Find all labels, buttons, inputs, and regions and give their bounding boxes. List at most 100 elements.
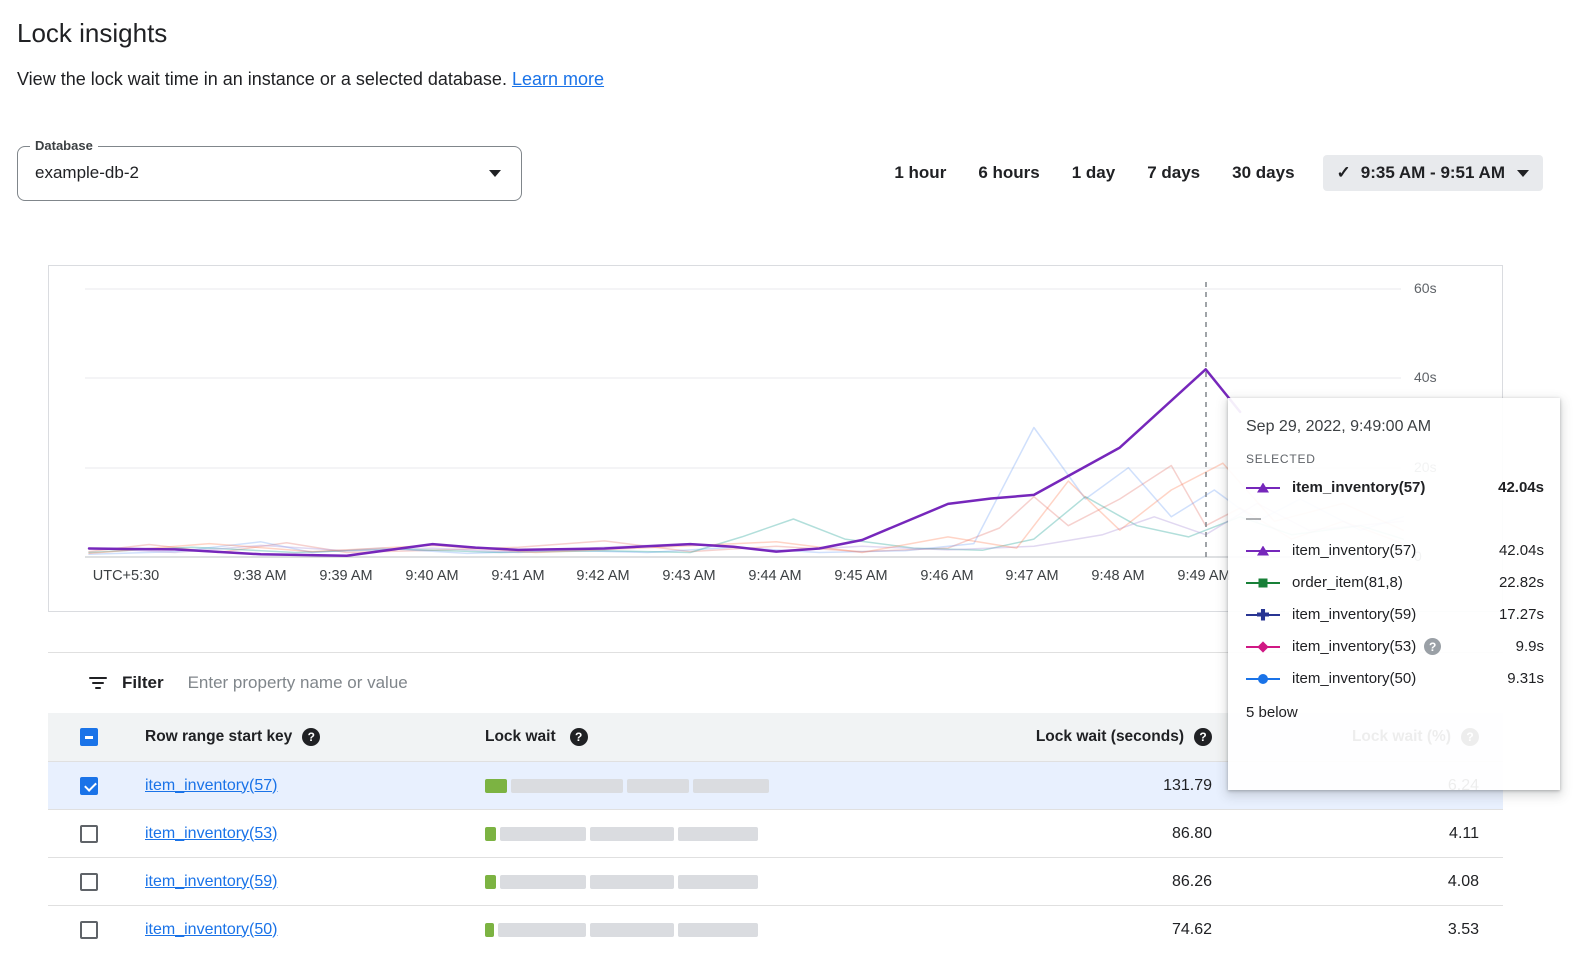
row-checkbox[interactable] — [80, 872, 98, 891]
bar-segment — [498, 922, 586, 937]
lock-wait-seconds-value: 131.79 — [1163, 776, 1212, 794]
time-option-7-days[interactable]: 7 days — [1147, 163, 1201, 182]
row-key-link[interactable]: item_inventory(57) — [145, 776, 278, 794]
page-title: Lock insights — [17, 18, 168, 48]
table-row: item_inventory(53) 86.80 4.11 — [48, 809, 1503, 857]
chart-tooltip: Sep 29, 2022, 9:49:00 AM SELECTED item_i… — [1228, 398, 1560, 790]
lock-wait-percent-value: 3.53 — [1447, 920, 1479, 938]
bar-segment — [627, 778, 689, 793]
help-icon[interactable] — [302, 728, 321, 746]
help-icon[interactable] — [569, 728, 588, 746]
time-option-30-days[interactable]: 30 days — [1232, 163, 1295, 182]
lock-wait-seconds-value: 86.26 — [1171, 872, 1212, 890]
lock-wait-percent-value: 4.11 — [1449, 824, 1479, 842]
x-axis-tick: 9:39 AM — [319, 568, 373, 584]
lock-wait-percent-value: 4.08 — [1447, 872, 1479, 890]
bar-segment — [511, 778, 623, 793]
x-axis-tick: 9:48 AM — [1091, 568, 1145, 584]
x-axis-tick: 9:40 AM — [405, 568, 459, 584]
filter-bar: Filter — [48, 653, 1503, 713]
tooltip-timestamp: Sep 29, 2022, 9:49:00 AM — [1246, 418, 1432, 435]
x-axis-tick: 9:49 AM — [1177, 568, 1231, 584]
x-axis-tick: 9:47 AM — [1005, 568, 1059, 584]
filter-input[interactable] — [187, 673, 1503, 693]
y-axis-tick: 40s — [1414, 369, 1437, 385]
tooltip-series-row: order_item(81,8) 22.82s — [1246, 574, 1544, 591]
row-key-link[interactable]: item_inventory(50) — [145, 920, 278, 938]
time-option-1-day[interactable]: 1 day — [1071, 163, 1116, 182]
time-option-6-hours[interactable]: 6 hours — [978, 163, 1040, 182]
bar-segment — [590, 826, 674, 841]
custom-time-range-chip[interactable]: 9:35 AM - 9:51 AM — [1322, 155, 1543, 191]
database-select[interactable]: Database example-db-2 — [17, 137, 522, 201]
lock-wait-bar — [460, 922, 890, 937]
bar-segment — [485, 826, 496, 841]
chevron-down-icon — [1517, 169, 1529, 177]
controls-row: Database example-db-2 1 hour 6 hours 1 d… — [17, 137, 1543, 206]
tooltip-series-row: item_inventory(50) 9.31s — [1246, 670, 1544, 687]
bar-segment — [590, 922, 674, 937]
bar-segment — [485, 922, 494, 937]
time-range-chip-label: 9:35 AM - 9:51 AM — [1360, 163, 1505, 182]
tooltip-divider-dash: — — [1246, 510, 1261, 527]
time-range-options: 1 hour 6 hours 1 day 7 days 30 days 9:35… — [894, 155, 1543, 191]
x-axis-tick: UTC+5:30 — [92, 568, 160, 584]
row-checkbox[interactable] — [80, 824, 98, 843]
selected-series-line — [87, 368, 1242, 557]
x-axis-tick: 9:46 AM — [920, 568, 974, 584]
check-icon — [1337, 163, 1351, 183]
x-axis-tick: 9:41 AM — [491, 568, 545, 584]
x-axis-tick: 9:43 AM — [662, 568, 716, 584]
database-select-label: Database — [30, 137, 98, 153]
lock-wait-bar — [460, 874, 890, 889]
bar-segment — [678, 826, 758, 841]
header-checkbox-cell — [48, 728, 120, 746]
header-lock-wait: Lock wait — [460, 728, 890, 746]
tooltip-selected-row: item_inventory(57) 42.04s — [1246, 479, 1544, 496]
bar-segment — [500, 826, 586, 841]
x-axis-tick: 9:45 AM — [834, 568, 888, 584]
help-icon[interactable] — [1194, 728, 1212, 746]
header-lock-wait-seconds: Lock wait (seconds) — [890, 728, 1212, 746]
series-marker-plus-icon — [1246, 608, 1280, 621]
select-all-checkbox[interactable] — [80, 728, 98, 746]
lock-wait-bar — [460, 778, 890, 793]
time-option-1-hour[interactable]: 1 hour — [894, 163, 947, 182]
bar-segment — [678, 922, 758, 937]
lock-wait-seconds-value: 86.80 — [1171, 824, 1212, 842]
filter-icon — [88, 677, 108, 689]
tooltip-series-row: item_inventory(57) 42.04s — [1246, 542, 1544, 559]
row-key-link[interactable]: item_inventory(53) — [145, 824, 278, 842]
x-axis-tick: 9:44 AM — [748, 568, 802, 584]
bar-segment — [485, 874, 496, 889]
bar-segment — [678, 874, 758, 889]
header-row-range-start-key: Row range start key — [120, 728, 460, 746]
series-marker-square-icon — [1246, 577, 1280, 589]
help-icon[interactable] — [1424, 638, 1442, 655]
table-row: item_inventory(50) 74.62 3.53 — [48, 905, 1503, 953]
x-axis-tick: 9:38 AM — [233, 568, 287, 584]
series-marker-triangle-icon — [1246, 482, 1280, 494]
lock-wait-seconds-value: 74.62 — [1171, 920, 1212, 938]
x-axis-tick: 9:42 AM — [576, 568, 630, 584]
series-line — [88, 464, 1405, 554]
lock-wait-bar — [460, 826, 890, 841]
tooltip-selected-heading: SELECTED — [1246, 452, 1316, 466]
bar-segment — [693, 778, 769, 793]
row-key-link[interactable]: item_inventory(59) — [145, 872, 278, 890]
series-marker-circle-icon — [1246, 673, 1280, 685]
series-marker-diamond-icon — [1246, 640, 1280, 653]
bar-segment — [485, 778, 507, 793]
bar-segment — [590, 874, 674, 889]
series-marker-triangle-icon — [1246, 545, 1280, 557]
tooltip-series-row: item_inventory(59) 17.27s — [1246, 606, 1544, 623]
chevron-down-icon — [489, 170, 501, 177]
y-axis-tick: 60s — [1414, 280, 1437, 296]
row-checkbox[interactable] — [80, 920, 98, 939]
table-row: item_inventory(59) 86.26 4.08 — [48, 857, 1503, 905]
learn-more-link[interactable]: Learn more — [511, 69, 605, 89]
bar-segment — [500, 874, 586, 889]
row-checkbox[interactable] — [80, 776, 98, 795]
subtitle-text: View the lock wait time in an instance o… — [17, 69, 507, 89]
